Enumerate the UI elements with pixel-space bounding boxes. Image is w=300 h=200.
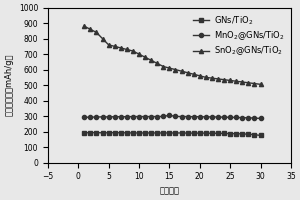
MnO₂@GNs/TiO₂ <box>222 116 226 118</box>
MnO₂@GNs/TiO₂ <box>101 116 104 118</box>
GNs/TiO₂ <box>216 132 220 134</box>
GNs/TiO₂ <box>228 132 232 135</box>
MnO₂@GNs/TiO₂ <box>155 115 159 118</box>
MnO₂@GNs/TiO₂ <box>82 116 86 119</box>
SnO₂@GNs/TiO₂ <box>107 44 110 46</box>
GNs/TiO₂ <box>88 131 92 134</box>
GNs/TiO₂ <box>210 132 214 134</box>
SnO₂@GNs/TiO₂ <box>222 78 226 81</box>
SnO₂@GNs/TiO₂ <box>186 72 189 74</box>
MnO₂@GNs/TiO₂ <box>168 114 171 117</box>
SnO₂@GNs/TiO₂ <box>82 25 86 27</box>
SnO₂@GNs/TiO₂ <box>235 80 238 82</box>
SnO₂@GNs/TiO₂ <box>149 59 153 62</box>
GNs/TiO₂ <box>235 133 238 135</box>
SnO₂@GNs/TiO₂ <box>101 37 104 40</box>
MnO₂@GNs/TiO₂ <box>119 116 123 118</box>
SnO₂@GNs/TiO₂ <box>180 70 183 72</box>
Line: SnO₂@GNs/TiO₂: SnO₂@GNs/TiO₂ <box>82 24 262 86</box>
MnO₂@GNs/TiO₂ <box>228 116 232 119</box>
X-axis label: 循环次数: 循环次数 <box>159 187 179 196</box>
SnO₂@GNs/TiO₂ <box>198 75 202 77</box>
MnO₂@GNs/TiO₂ <box>161 115 165 118</box>
Line: MnO₂@GNs/TiO₂: MnO₂@GNs/TiO₂ <box>82 113 262 120</box>
MnO₂@GNs/TiO₂ <box>131 115 135 118</box>
MnO₂@GNs/TiO₂ <box>247 117 250 119</box>
MnO₂@GNs/TiO₂ <box>149 115 153 118</box>
MnO₂@GNs/TiO₂ <box>253 117 256 119</box>
SnO₂@GNs/TiO₂ <box>174 68 177 71</box>
MnO₂@GNs/TiO₂ <box>113 116 116 118</box>
MnO₂@GNs/TiO₂ <box>192 116 196 118</box>
GNs/TiO₂ <box>247 133 250 135</box>
GNs/TiO₂ <box>82 132 86 134</box>
MnO₂@GNs/TiO₂ <box>107 116 110 118</box>
MnO₂@GNs/TiO₂ <box>198 116 202 118</box>
Legend: GNs/TiO$_2$, MnO$_2$@GNs/TiO$_2$, SnO$_2$@GNs/TiO$_2$: GNs/TiO$_2$, MnO$_2$@GNs/TiO$_2$, SnO$_2… <box>190 12 287 60</box>
MnO₂@GNs/TiO₂ <box>186 115 189 118</box>
GNs/TiO₂ <box>94 131 98 134</box>
SnO₂@GNs/TiO₂ <box>161 65 165 68</box>
SnO₂@GNs/TiO₂ <box>119 47 123 49</box>
GNs/TiO₂ <box>119 132 123 134</box>
GNs/TiO₂ <box>180 132 183 134</box>
SnO₂@GNs/TiO₂ <box>88 28 92 31</box>
SnO₂@GNs/TiO₂ <box>125 48 129 51</box>
GNs/TiO₂ <box>259 134 262 137</box>
GNs/TiO₂ <box>131 132 135 134</box>
Y-axis label: 可逆比容量（mAh/g）: 可逆比容量（mAh/g） <box>4 54 13 116</box>
MnO₂@GNs/TiO₂ <box>216 116 220 118</box>
SnO₂@GNs/TiO₂ <box>216 78 220 80</box>
GNs/TiO₂ <box>113 131 116 134</box>
SnO₂@GNs/TiO₂ <box>204 76 208 79</box>
MnO₂@GNs/TiO₂ <box>174 115 177 118</box>
SnO₂@GNs/TiO₂ <box>155 62 159 65</box>
MnO₂@GNs/TiO₂ <box>210 116 214 118</box>
GNs/TiO₂ <box>168 132 171 134</box>
GNs/TiO₂ <box>149 132 153 134</box>
SnO₂@GNs/TiO₂ <box>94 31 98 34</box>
SnO₂@GNs/TiO₂ <box>137 53 141 55</box>
GNs/TiO₂ <box>204 132 208 134</box>
GNs/TiO₂ <box>186 132 189 134</box>
Line: GNs/TiO₂: GNs/TiO₂ <box>82 131 262 138</box>
MnO₂@GNs/TiO₂ <box>180 115 183 118</box>
SnO₂@GNs/TiO₂ <box>210 77 214 79</box>
GNs/TiO₂ <box>253 133 256 136</box>
GNs/TiO₂ <box>174 132 177 134</box>
GNs/TiO₂ <box>192 132 196 134</box>
SnO₂@GNs/TiO₂ <box>168 67 171 69</box>
MnO₂@GNs/TiO₂ <box>88 116 92 118</box>
SnO₂@GNs/TiO₂ <box>143 56 147 58</box>
GNs/TiO₂ <box>137 132 141 134</box>
MnO₂@GNs/TiO₂ <box>235 116 238 119</box>
SnO₂@GNs/TiO₂ <box>241 81 244 83</box>
SnO₂@GNs/TiO₂ <box>131 50 135 52</box>
MnO₂@GNs/TiO₂ <box>125 116 129 118</box>
GNs/TiO₂ <box>198 132 202 134</box>
GNs/TiO₂ <box>241 133 244 135</box>
SnO₂@GNs/TiO₂ <box>228 79 232 82</box>
MnO₂@GNs/TiO₂ <box>137 115 141 118</box>
MnO₂@GNs/TiO₂ <box>94 116 98 118</box>
GNs/TiO₂ <box>125 132 129 134</box>
GNs/TiO₂ <box>143 132 147 134</box>
GNs/TiO₂ <box>155 132 159 134</box>
GNs/TiO₂ <box>101 132 104 134</box>
GNs/TiO₂ <box>161 132 165 134</box>
MnO₂@GNs/TiO₂ <box>204 116 208 118</box>
SnO₂@GNs/TiO₂ <box>259 83 262 86</box>
MnO₂@GNs/TiO₂ <box>259 117 262 120</box>
SnO₂@GNs/TiO₂ <box>192 73 196 75</box>
GNs/TiO₂ <box>222 132 226 135</box>
SnO₂@GNs/TiO₂ <box>247 82 250 84</box>
SnO₂@GNs/TiO₂ <box>253 82 256 85</box>
GNs/TiO₂ <box>107 132 110 134</box>
SnO₂@GNs/TiO₂ <box>113 45 116 48</box>
MnO₂@GNs/TiO₂ <box>143 115 147 118</box>
MnO₂@GNs/TiO₂ <box>241 116 244 119</box>
